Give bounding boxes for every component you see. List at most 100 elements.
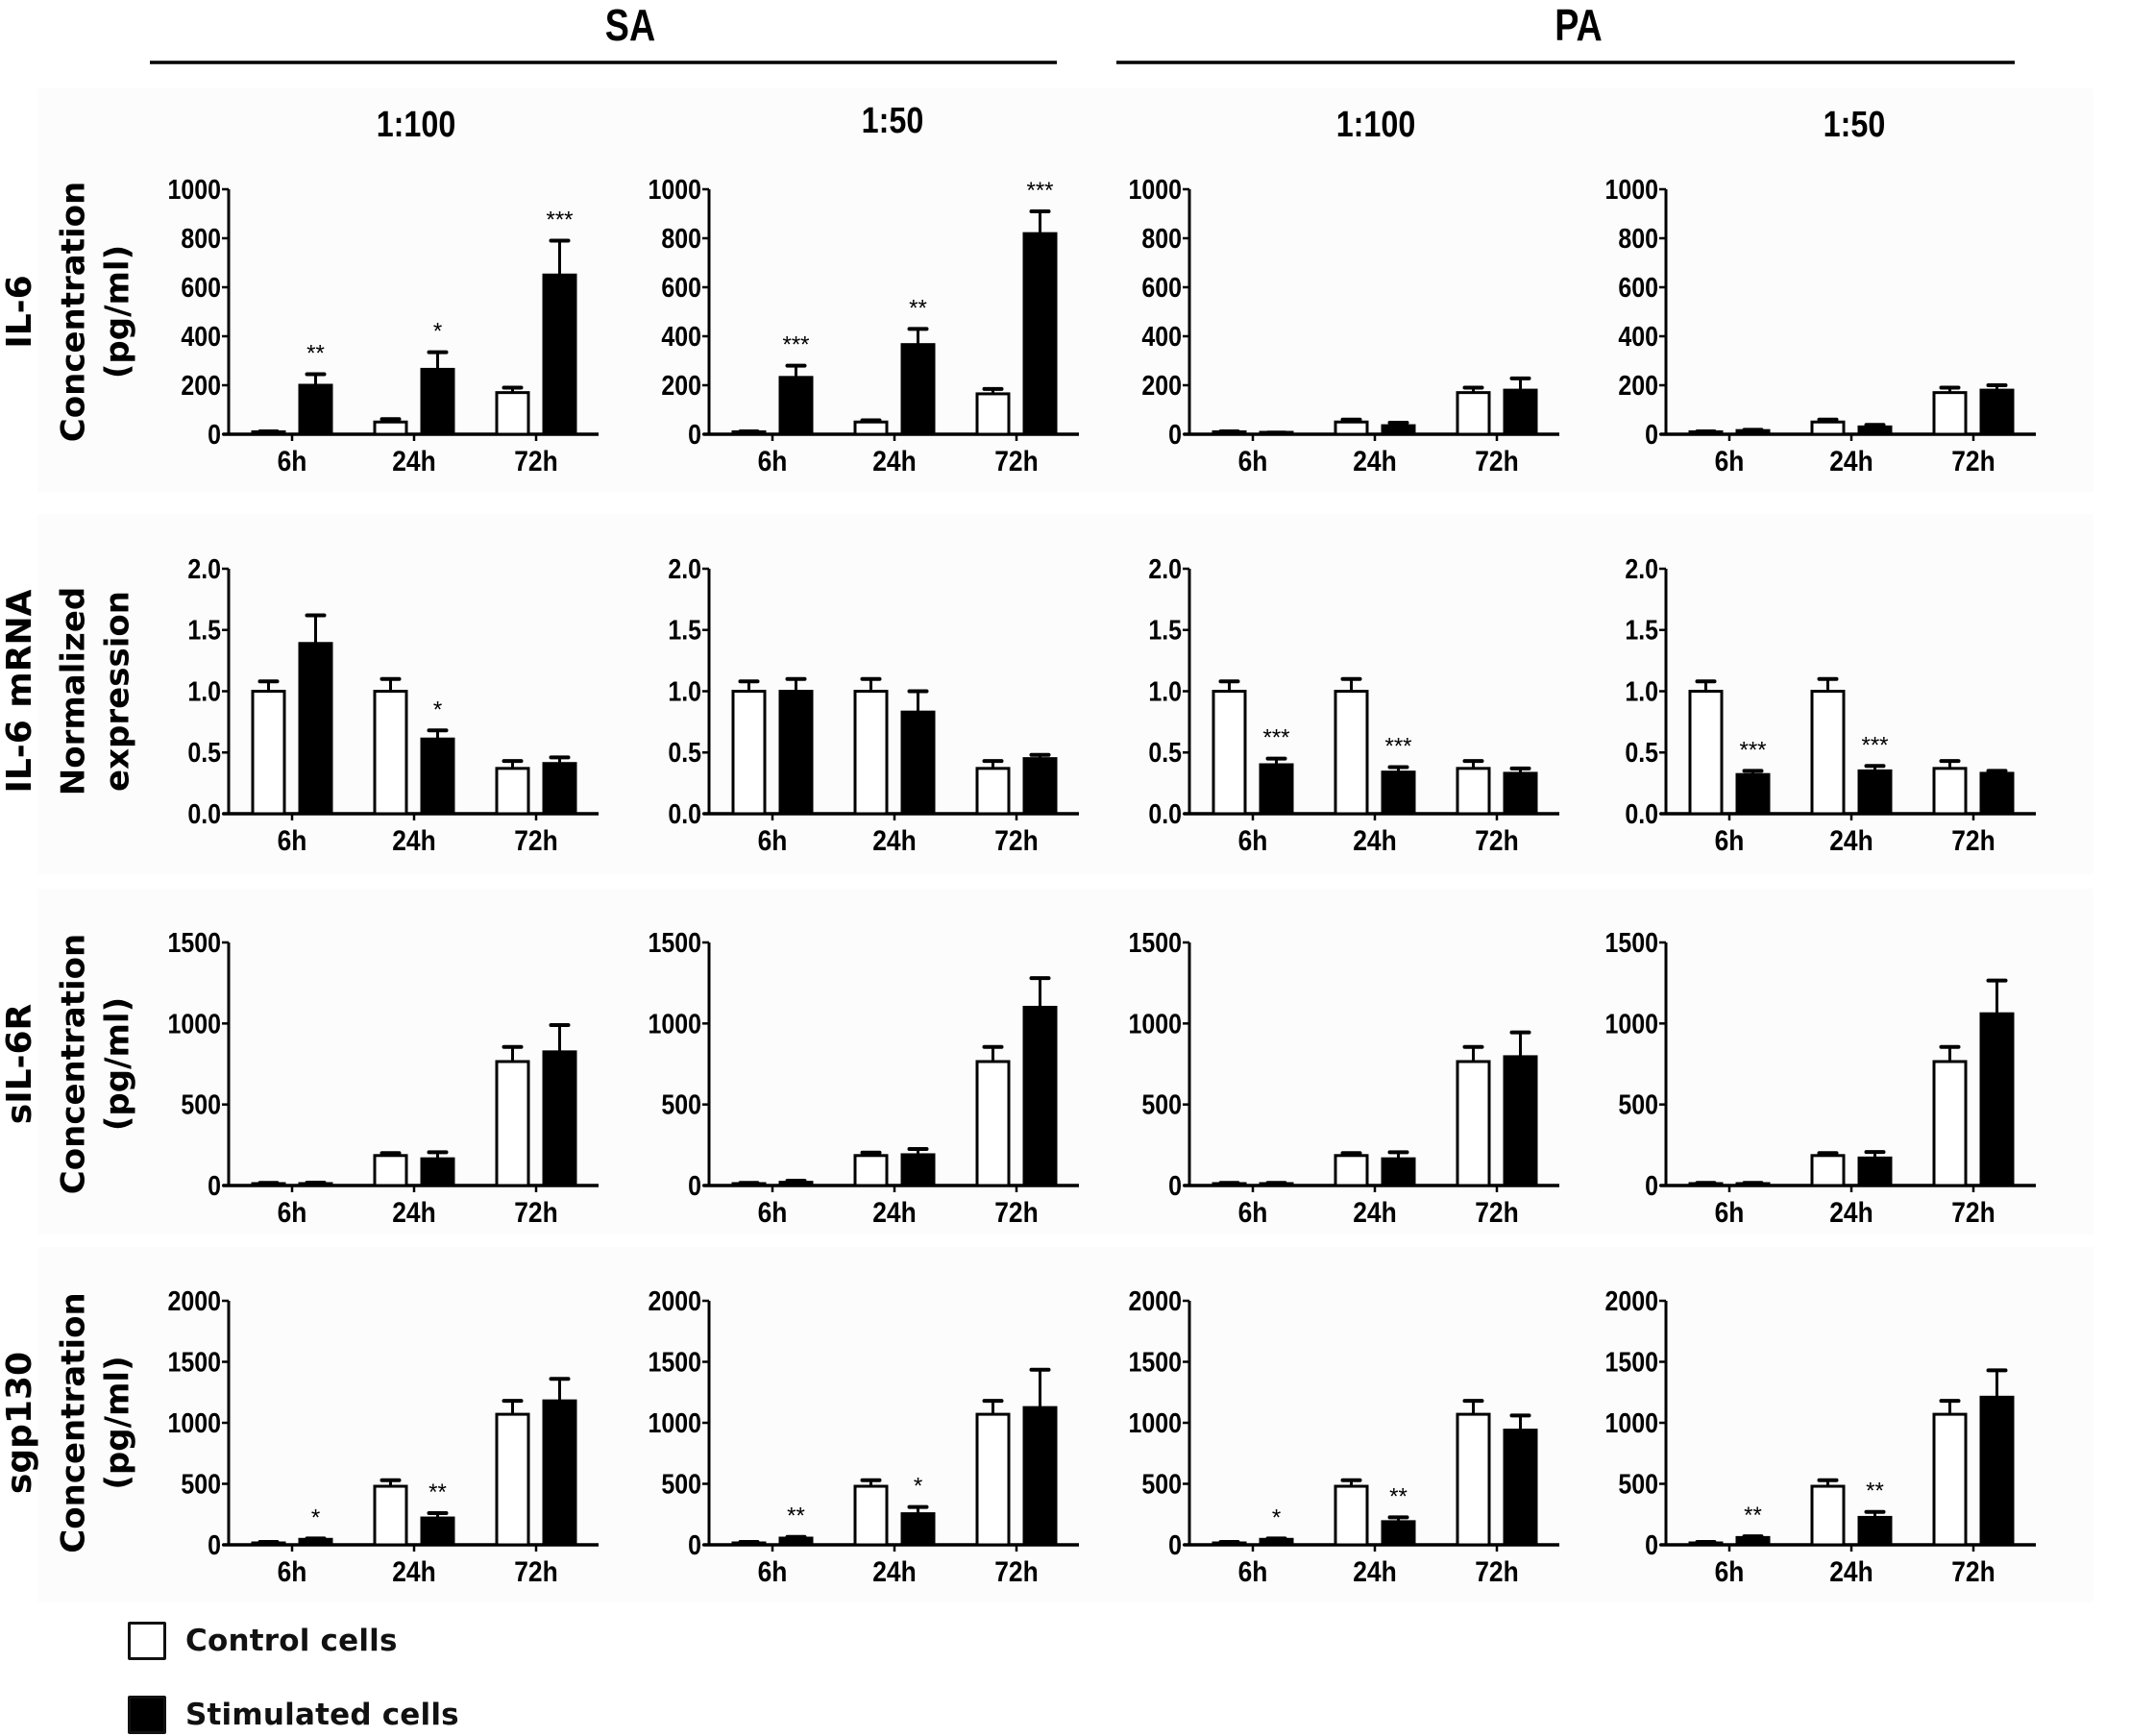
x-tick-label: 6h <box>278 823 307 856</box>
bar-stimulated <box>420 367 455 436</box>
bar-control <box>1456 767 1491 816</box>
significance-label: *** <box>1861 732 1888 758</box>
column-title-pa-1-100: 1:100 <box>1336 105 1416 145</box>
x-tick-label: 6h <box>1715 444 1745 477</box>
x-tick-label: 24h <box>392 1554 435 1587</box>
y-tick-label: 2.0 <box>668 553 701 584</box>
x-tick-label: 72h <box>1951 1554 1995 1587</box>
x-tick-label: 6h <box>758 444 788 477</box>
x-tick-label: 72h <box>994 1554 1038 1587</box>
y-tick-label: 1000 <box>1129 1009 1182 1039</box>
legend-label-stimulated: Stimulated cells <box>185 1698 459 1732</box>
panel: 0 500 1000 1500 6h 24h 72h <box>649 927 1079 1228</box>
y-tick-label: 500 <box>661 1469 701 1500</box>
y-tick-label: 0.0 <box>187 798 221 829</box>
y-tick-label: 0 <box>1645 419 1658 450</box>
panel: 0.0 0.5 1.0 1.5 2.0 6h 24h 72h *** *** <box>1148 553 1559 856</box>
legend-item-stimulated: Stimulated cells <box>128 1696 459 1734</box>
bar-stimulated <box>298 1182 333 1187</box>
y-tick-label: 200 <box>1618 370 1658 401</box>
bar-stimulated <box>1259 763 1294 816</box>
y-tick-label: 600 <box>1618 272 1658 303</box>
panel: 0.0 0.5 1.0 1.5 2.0 6h 24h 72h * <box>187 553 599 856</box>
row-label-title: sIL-6R <box>0 1004 39 1124</box>
panel: 0.0 0.5 1.0 1.5 2.0 6h 24h 72h *** *** <box>1625 553 2036 856</box>
bar-stimulated <box>1022 232 1058 436</box>
significance-label: *** <box>1262 725 1289 751</box>
y-tick-label: 1.0 <box>668 676 701 707</box>
bar-control <box>1334 1154 1369 1187</box>
bar-control <box>853 1154 889 1187</box>
bar-stimulated <box>1381 770 1416 816</box>
bar-stimulated <box>1857 769 1893 816</box>
bar-stimulated <box>1022 1005 1058 1187</box>
x-tick-label: 72h <box>1475 444 1518 477</box>
x-tick-label: 24h <box>1353 1195 1396 1228</box>
significance-label: ** <box>428 1479 447 1505</box>
group-title-sa: SA <box>605 0 655 49</box>
y-tick-label: 2.0 <box>187 553 221 584</box>
row-background <box>37 1247 2093 1602</box>
bar-control <box>1212 1182 1247 1187</box>
y-tick-label: 2.0 <box>1625 553 1658 584</box>
significance-label: * <box>311 1504 320 1530</box>
row-label-unit: Normalized <box>55 587 93 795</box>
significance-label: * <box>1272 1504 1281 1530</box>
bar-stimulated <box>1979 388 2015 436</box>
y-tick-label: 1000 <box>1129 1407 1182 1438</box>
y-tick-label: 1000 <box>168 1009 221 1039</box>
x-tick-label: 24h <box>1353 444 1396 477</box>
y-tick-label: 500 <box>181 1469 221 1500</box>
y-tick-label: 0 <box>688 419 701 450</box>
bar-stimulated <box>1381 424 1416 436</box>
row-label-unit: Concentration <box>55 182 93 442</box>
y-tick-label: 400 <box>1141 321 1182 352</box>
y-tick-label: 0 <box>1168 419 1182 450</box>
y-tick-label: 2000 <box>649 1285 701 1316</box>
x-tick-label: 6h <box>1715 823 1745 856</box>
y-tick-label: 1.0 <box>1625 676 1658 707</box>
x-tick-label: 24h <box>1829 444 1873 477</box>
y-tick-label: 1500 <box>1129 1347 1182 1378</box>
bar-stimulated <box>1857 425 1893 436</box>
x-tick-label: 6h <box>758 1195 788 1228</box>
x-tick-label: 72h <box>514 444 557 477</box>
row-label-unit: (pg/ml) <box>99 245 137 379</box>
row-background <box>37 889 2093 1235</box>
bar-control <box>1932 1060 1968 1187</box>
y-tick-label: 800 <box>661 223 701 254</box>
x-tick-label: 6h <box>1238 823 1268 856</box>
bar-control <box>373 1154 408 1187</box>
bar-stimulated <box>1259 1182 1294 1187</box>
bar-control <box>1456 391 1491 436</box>
bar-stimulated <box>542 273 577 436</box>
bar-stimulated <box>1259 430 1294 436</box>
x-tick-label: 72h <box>514 1554 557 1587</box>
y-tick-label: 800 <box>1618 223 1658 254</box>
bar-control <box>1688 429 1724 436</box>
x-tick-label: 6h <box>1238 1195 1268 1228</box>
bar-stimulated <box>1022 1406 1058 1547</box>
y-tick-label: 0.5 <box>1148 738 1182 769</box>
y-tick-label: 1.5 <box>187 615 221 646</box>
y-tick-label: 0.0 <box>668 798 701 829</box>
x-tick-label: 24h <box>1829 1554 1873 1587</box>
significance-label: ** <box>1389 1483 1408 1509</box>
bar-control <box>495 1412 530 1547</box>
y-tick-label: 1.5 <box>1625 615 1658 646</box>
panel: 0 500 1000 1500 6h 24h 72h <box>1129 927 1559 1228</box>
y-tick-label: 1000 <box>1605 1009 1658 1039</box>
bar-control <box>495 767 530 816</box>
bar-control <box>1810 1154 1846 1187</box>
bar-stimulated <box>1979 771 2015 816</box>
y-tick-label: 0.0 <box>1625 798 1658 829</box>
y-tick-label: 1.0 <box>1148 676 1182 707</box>
bar-control <box>1932 767 1968 816</box>
y-tick-label: 0 <box>688 1529 701 1560</box>
bar-control <box>853 1484 889 1547</box>
bar-control <box>975 392 1011 436</box>
bar-control <box>1334 690 1369 816</box>
significance-label: *** <box>1026 178 1053 204</box>
